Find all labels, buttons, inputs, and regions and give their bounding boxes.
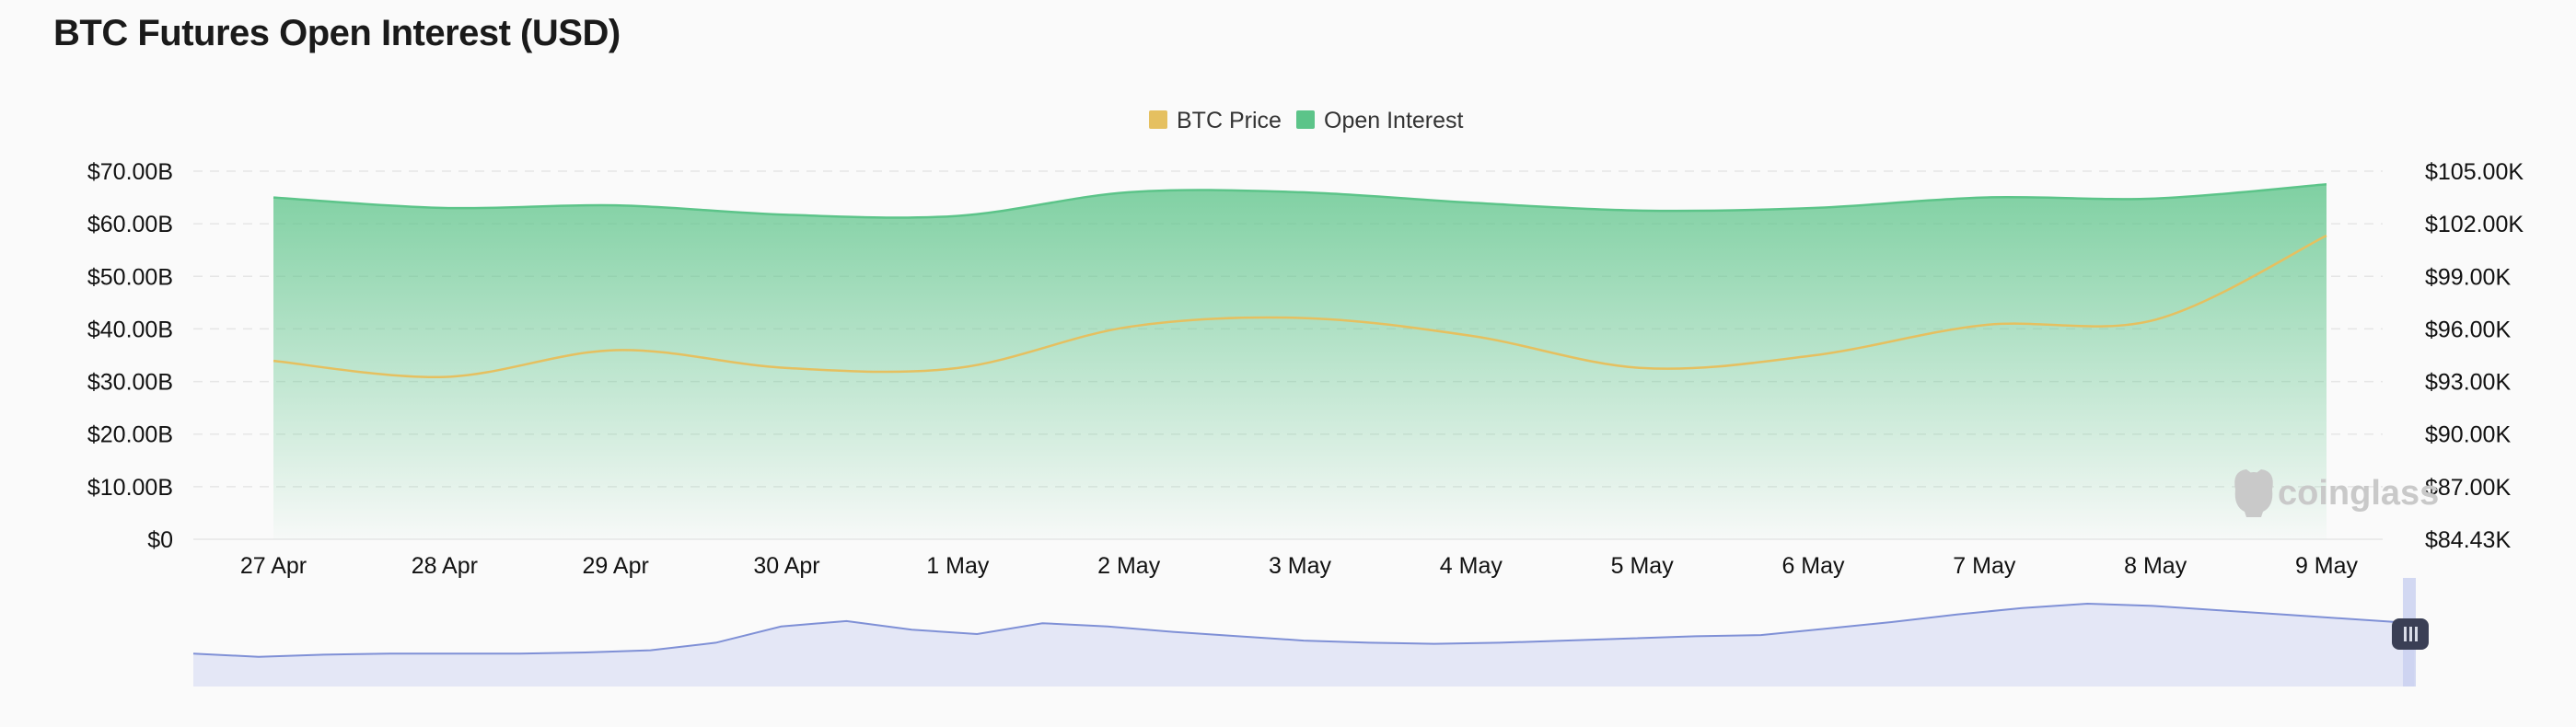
y-left-tick-label: $40.00B xyxy=(87,317,173,342)
x-tick-label: 3 May xyxy=(1269,553,1332,579)
x-tick-label: 4 May xyxy=(1440,553,1503,579)
x-axis: 27 Apr 28 Apr 29 Apr 30 Apr 1 May 2 May 3 May 4… xyxy=(240,553,2359,579)
coinglass-watermark: coinglass xyxy=(2234,469,2439,517)
legend-item-btc-price[interactable]: BTC Price xyxy=(1149,108,1282,133)
x-tick-label: 6 May xyxy=(1781,553,1845,579)
y-left-tick-label: $30.00B xyxy=(87,370,173,396)
grip-bar-icon xyxy=(2409,627,2412,641)
x-tick-label: 28 Apr xyxy=(412,553,478,579)
y-left-tick-label: $50.00B xyxy=(87,264,173,290)
open-interest-line[interactable] xyxy=(273,183,2327,219)
y-right-tick-label: $90.00K xyxy=(2425,422,2511,448)
grip-bar-icon xyxy=(2415,627,2418,641)
grip-bar-icon xyxy=(2404,627,2407,641)
y-right-tick-label: $99.00K xyxy=(2425,264,2511,290)
x-tick-label: 1 May xyxy=(926,553,990,579)
x-tick-label: 27 Apr xyxy=(240,553,307,579)
y-right-tick-label: $84.43K xyxy=(2425,527,2511,553)
y-axis-left: $0 $10.00B $20.00B $30.00B $40.00B $50.00B $60… xyxy=(87,159,173,553)
y-left-tick-label: $60.00B xyxy=(87,212,173,237)
coinglass-logo-icon xyxy=(2234,469,2273,517)
x-tick-label: 2 May xyxy=(1097,553,1161,579)
chart-legend[interactable]: BTC Price Open Interest xyxy=(1149,108,1464,133)
y-axis-right: $84.43K $87.00K $90.00K $93.00K $96.00K $99.0… xyxy=(2425,159,2524,553)
x-tick-label: 7 May xyxy=(1953,553,2016,579)
y-right-tick-label: $93.00K xyxy=(2425,370,2511,396)
y-right-tick-label: $87.00K xyxy=(2425,475,2511,501)
y-left-tick-label: $70.00B xyxy=(87,159,173,185)
page-title: BTC Futures Open Interest (USD) xyxy=(53,13,621,53)
navigator-area xyxy=(193,604,2414,687)
x-tick-label: 8 May xyxy=(2124,553,2187,579)
x-tick-label: 5 May xyxy=(1611,553,1675,579)
y-left-tick-label: $10.00B xyxy=(87,475,173,501)
y-left-tick-label: $20.00B xyxy=(87,422,173,448)
y-right-tick-label: $96.00K xyxy=(2425,317,2511,342)
y-right-tick-label: $102.00K xyxy=(2425,212,2524,237)
legend-swatch-btc-price xyxy=(1149,110,1167,129)
x-tick-label: 29 Apr xyxy=(583,553,649,579)
legend-label-open-interest: Open Interest xyxy=(1324,108,1464,133)
legend-label-btc-price: BTC Price xyxy=(1177,108,1282,133)
x-tick-label: 9 May xyxy=(2295,553,2359,579)
legend-swatch-open-interest xyxy=(1296,110,1315,129)
x-tick-label: 30 Apr xyxy=(753,553,819,579)
y-left-tick-label: $0 xyxy=(147,527,173,553)
range-navigator[interactable] xyxy=(192,578,2429,687)
open-interest-area[interactable] xyxy=(273,184,2327,540)
y-right-tick-label: $105.00K xyxy=(2425,159,2524,185)
legend-item-open-interest[interactable]: Open Interest xyxy=(1296,108,1464,133)
btc-price-line[interactable] xyxy=(273,234,2327,379)
navigator-line xyxy=(192,602,2415,658)
watermark-text: coinglass xyxy=(2278,474,2439,513)
navigator-handle[interactable] xyxy=(2392,618,2429,650)
